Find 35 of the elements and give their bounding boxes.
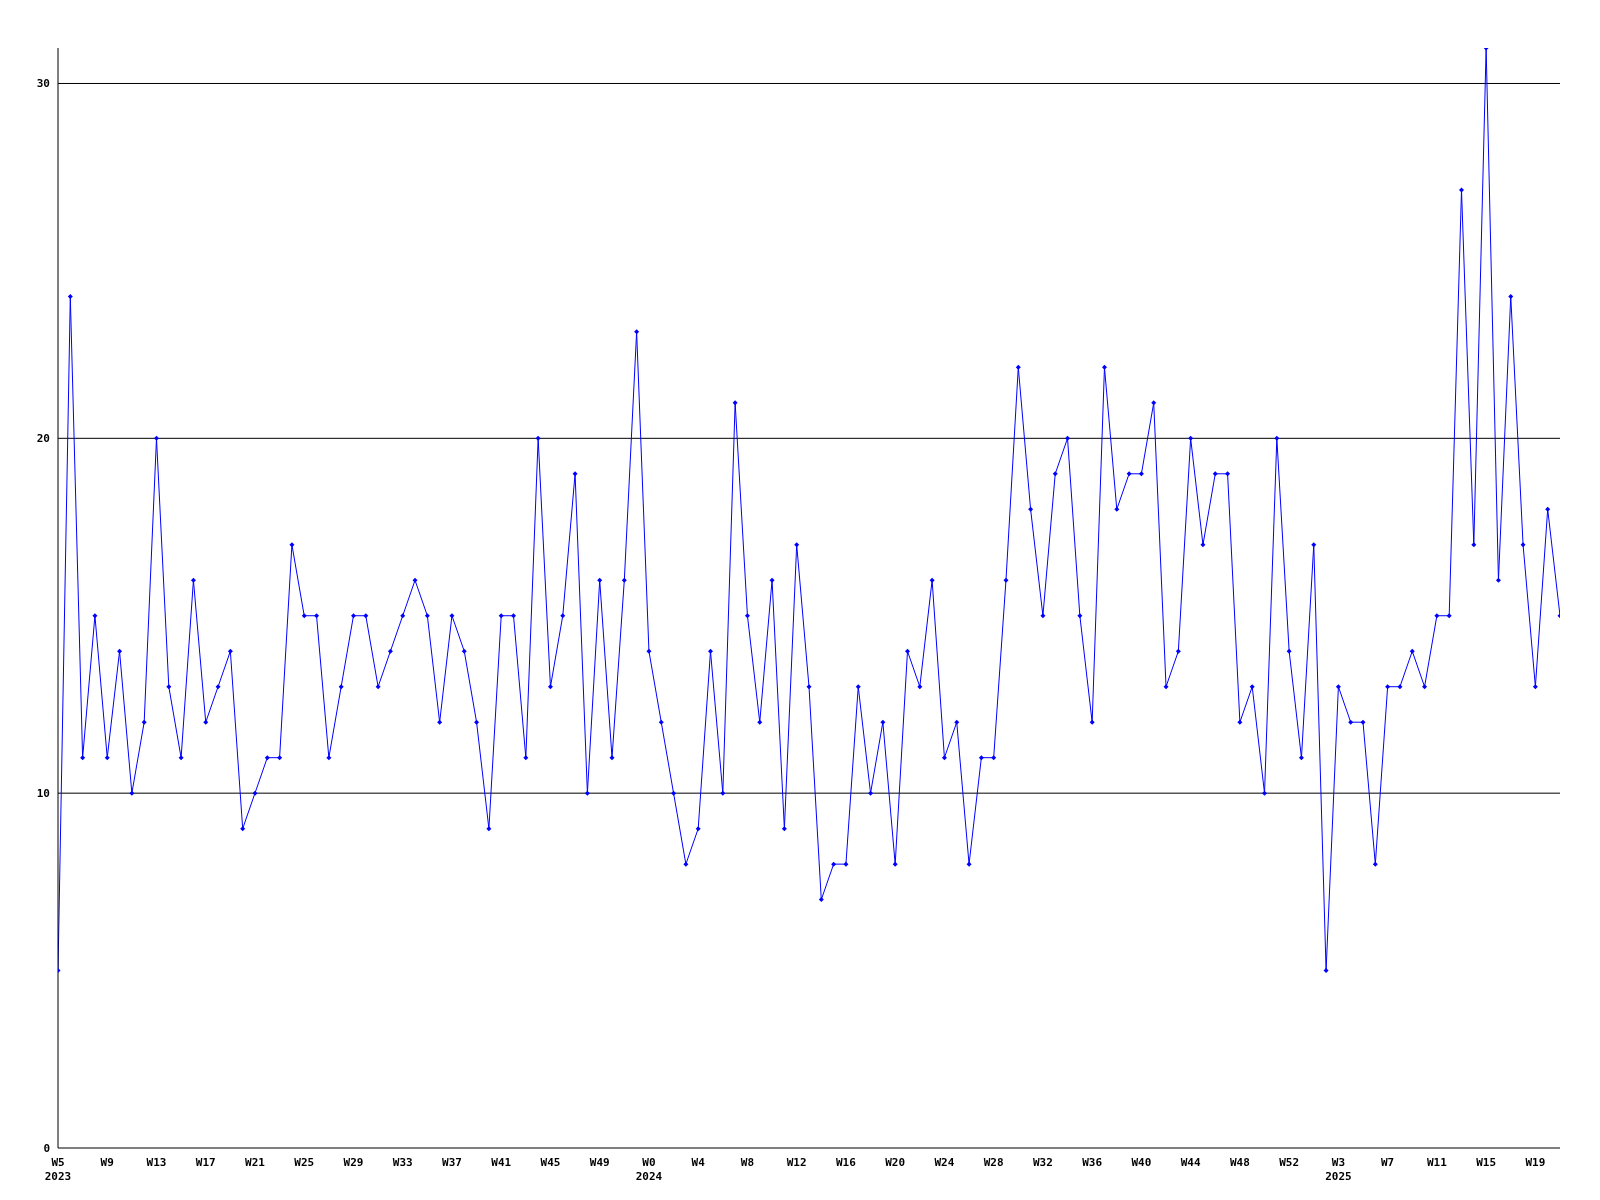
x-tick-label: W36 (1082, 1156, 1103, 1169)
x-tick-label: W24 (934, 1156, 955, 1169)
x-tick-label: W52 (1279, 1156, 1300, 1169)
x-tick-label: W45 (540, 1156, 561, 1169)
x-tick-label: W25 (294, 1156, 315, 1169)
x-tick-label: W15 (1476, 1156, 1497, 1169)
x-tick-label: W17 (195, 1156, 216, 1169)
x-tick-label: W8 (740, 1156, 755, 1169)
x-tick-label: W9 (100, 1156, 114, 1169)
x-tick-label: W28 (983, 1156, 1004, 1169)
y-tick-label: 0 (43, 1141, 50, 1155)
x-tick-label: W44 (1180, 1156, 1201, 1169)
x-tick-label: W29 (343, 1156, 364, 1169)
x-tick-label: W48 (1229, 1156, 1250, 1169)
x-tick-label: W33 (392, 1156, 413, 1169)
x-tick-label: W7 (1381, 1156, 1395, 1169)
x-tick-label: W37 (442, 1156, 462, 1169)
x-tick-label: W21 (245, 1156, 266, 1169)
x-tick-label: W40 (1131, 1156, 1152, 1169)
x-tick-label: W49 (589, 1156, 610, 1169)
x-tick-label: W5 2023 (44, 1156, 72, 1183)
x-tick-label: W4 (691, 1156, 706, 1169)
y-tick-label: 30 (36, 77, 50, 91)
x-tick-label: W3 2025 (1325, 1156, 1352, 1183)
y-tick-label: 20 (36, 432, 50, 446)
y-tick-label: 10 (36, 787, 50, 801)
x-tick-label: W13 (146, 1156, 167, 1169)
x-tick-label: W11 (1426, 1156, 1448, 1169)
x-tick-label: W0 2024 (635, 1156, 663, 1183)
x-tick-label: W12 (786, 1156, 807, 1169)
x-tick-label: W41 (491, 1156, 512, 1169)
x-tick-label: W32 (1032, 1156, 1053, 1169)
x-tick-label: W16 (836, 1156, 857, 1169)
x-tick-label: W19 (1525, 1156, 1546, 1169)
x-tick-label: W20 (885, 1156, 906, 1169)
